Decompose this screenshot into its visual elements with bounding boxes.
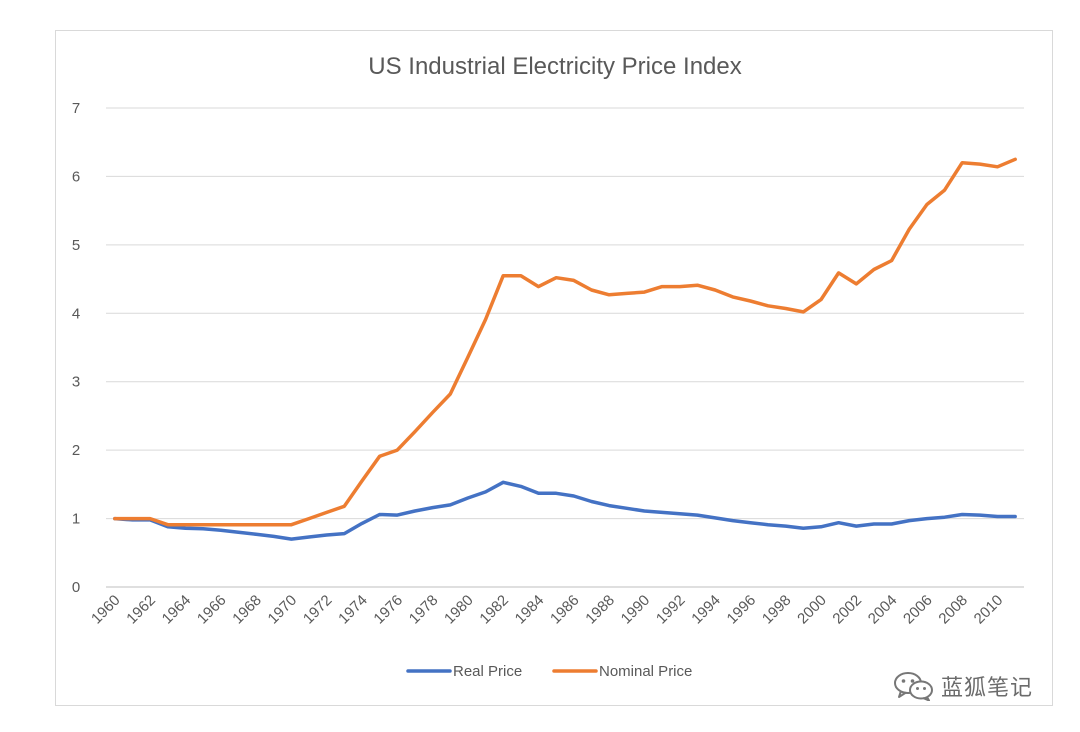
x-tick-label: 2000 bbox=[794, 592, 830, 628]
x-tick-label: 1992 bbox=[653, 592, 689, 628]
series-line-nominal-price bbox=[113, 157, 1017, 527]
legend-label: Nominal Price bbox=[599, 663, 692, 680]
x-tick-label: 2004 bbox=[865, 592, 901, 628]
watermark-text: 蓝狐笔记 bbox=[941, 676, 1034, 701]
legend-label: Real Price bbox=[453, 663, 522, 680]
x-tick-label: 1996 bbox=[724, 592, 760, 628]
x-tick-label: 1964 bbox=[159, 592, 195, 628]
y-tick-label: 2 bbox=[72, 442, 80, 459]
wechat-icon bbox=[894, 672, 933, 701]
x-tick-label: 1966 bbox=[194, 592, 230, 628]
x-tick-label: 1962 bbox=[123, 592, 159, 628]
x-axis-ticks: 1960 1962 1964 1966 1968 1970 1972 1974 1976 1978… bbox=[88, 592, 1006, 628]
grid bbox=[106, 107, 1024, 588]
x-tick-label: 1980 bbox=[441, 592, 477, 628]
legend: Real Price Nominal Price bbox=[406, 663, 692, 680]
y-axis-ticks: 0 1 2 3 4 5 6 7 bbox=[72, 100, 80, 596]
y-tick-label: 5 bbox=[72, 237, 80, 254]
x-tick-label: 1986 bbox=[547, 592, 583, 628]
x-tick-label: 1978 bbox=[406, 592, 442, 628]
series-line-real-price bbox=[113, 480, 1017, 541]
y-tick-label: 7 bbox=[72, 100, 80, 117]
x-tick-label: 2006 bbox=[900, 592, 936, 628]
x-tick-label: 1972 bbox=[300, 592, 336, 628]
x-tick-label: 1976 bbox=[370, 592, 406, 628]
x-tick-label: 2010 bbox=[971, 592, 1007, 628]
x-tick-label: 1984 bbox=[512, 592, 548, 628]
series-lines bbox=[113, 157, 1017, 541]
x-tick-label: 1988 bbox=[582, 592, 618, 628]
line-chart: US Industrial Electricity Price Index 01… bbox=[72, 53, 1024, 680]
y-tick-label: 4 bbox=[72, 305, 80, 322]
x-tick-label: 1982 bbox=[476, 592, 512, 628]
x-tick-label: 1968 bbox=[229, 592, 265, 628]
x-tick-label: 1990 bbox=[618, 592, 654, 628]
x-tick-label: 1998 bbox=[759, 592, 795, 628]
y-tick-label: 3 bbox=[72, 374, 80, 391]
x-tick-label: 1994 bbox=[688, 592, 724, 628]
y-tick-label: 6 bbox=[72, 168, 80, 185]
y-tick-label: 0 bbox=[72, 579, 80, 596]
x-tick-label: 2002 bbox=[829, 592, 865, 628]
x-tick-label: 2008 bbox=[935, 592, 971, 628]
x-tick-label: 1974 bbox=[335, 592, 371, 628]
x-tick-label: 1970 bbox=[265, 592, 301, 628]
x-tick-label: 1960 bbox=[88, 592, 124, 628]
y-tick-label: 1 bbox=[72, 511, 80, 528]
watermark: 蓝狐笔记 bbox=[893, 668, 1033, 704]
chart-title: US Industrial Electricity Price Index bbox=[368, 53, 741, 80]
